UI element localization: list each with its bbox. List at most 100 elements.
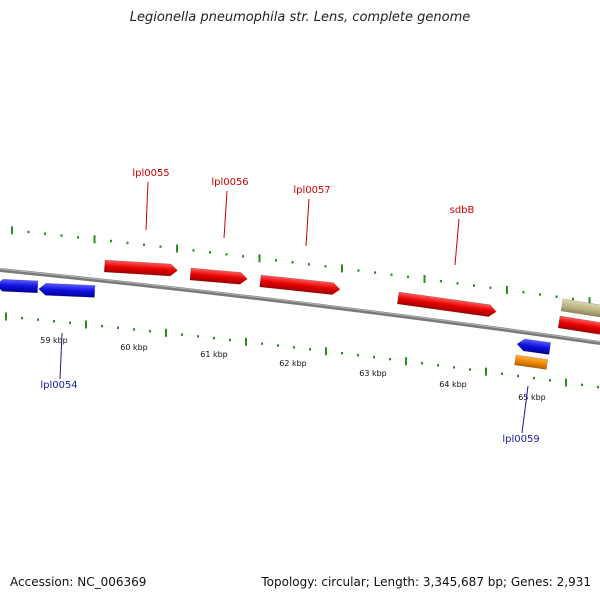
- scale-label: 64 kbp: [439, 380, 467, 389]
- scale-label: 63 kbp: [359, 369, 387, 378]
- minor-tick: [197, 335, 199, 338]
- minor-tick: [469, 368, 471, 371]
- minor-tick: [473, 284, 475, 287]
- minor-tick: [309, 348, 311, 351]
- gene-lpl0059: [516, 338, 552, 355]
- minor-tick: [277, 344, 279, 347]
- label-leader: [305, 198, 310, 247]
- minor-tick: [275, 259, 277, 262]
- genome-summary: Topology: circular; Length: 3,345,687 bp…: [261, 575, 591, 589]
- tick-marks: [5, 226, 599, 389]
- genome-backbone: [0, 268, 600, 345]
- gene-offscreen-red: [557, 315, 600, 335]
- gene-offscreen-red-shape: [557, 315, 600, 335]
- minor-tick: [373, 355, 375, 359]
- minor-tick: [533, 376, 535, 380]
- gene-label: lpl0056: [211, 177, 248, 188]
- minor-tick: [597, 385, 599, 389]
- scale-label: 60 kbp: [120, 343, 148, 352]
- gene-rna-shape: [514, 354, 549, 370]
- gene-sdbB-shape: [396, 291, 497, 317]
- minor-tick: [581, 383, 583, 387]
- gene-offscreen-other-shape: [560, 298, 600, 318]
- minor-tick: [181, 333, 183, 336]
- minor-tick: [44, 232, 46, 235]
- minor-tick: [37, 318, 39, 321]
- minor-tick: [110, 239, 112, 243]
- map-labels: 59 kbp 60 kbp 61 kbp 62 kbp 63 kbp 64 kbp 65 k…: [40, 168, 546, 445]
- minor-tick: [421, 362, 423, 365]
- minor-tick: [192, 249, 195, 252]
- minor-tick: [390, 273, 393, 276]
- gene-lpl0057-shape: [259, 274, 341, 295]
- minor-tick: [159, 245, 162, 248]
- gene-offscreen-blue: [0, 279, 39, 294]
- label-leader: [59, 332, 63, 380]
- minor-tick: [209, 251, 211, 254]
- minor-tick: [357, 353, 359, 357]
- label-leader: [223, 190, 228, 239]
- accession-label: Accession: NC_006369: [10, 575, 147, 589]
- minor-tick: [69, 321, 71, 325]
- minor-tick: [101, 324, 103, 328]
- gene-label: lpl0055: [132, 168, 169, 179]
- gene-lpl0059-shape: [516, 338, 552, 355]
- minor-tick: [53, 320, 55, 323]
- scale-label: 62 kbp: [279, 359, 307, 368]
- gene-offscreen-other: [560, 298, 600, 318]
- minor-tick: [27, 230, 30, 234]
- minor-tick: [453, 366, 455, 369]
- minor-tick: [77, 236, 79, 239]
- minor-tick: [60, 234, 63, 237]
- label-leader: [454, 218, 460, 266]
- label-leader: [145, 181, 149, 231]
- minor-tick: [522, 290, 525, 294]
- minor-tick: [341, 351, 343, 355]
- minor-tick: [242, 255, 244, 258]
- gene-sdbB: [396, 291, 497, 317]
- gene-lpl0056: [189, 267, 248, 285]
- scale-label: 61 kbp: [200, 350, 228, 359]
- gene-label: sdbB: [450, 205, 475, 216]
- gene-lpl0055: [103, 259, 178, 277]
- minor-tick: [308, 263, 310, 266]
- minor-tick: [213, 336, 215, 340]
- gene-label: lpl0059: [502, 434, 539, 445]
- minor-tick: [149, 329, 151, 333]
- gene-lpl0055-shape: [103, 259, 178, 277]
- minor-tick: [440, 279, 442, 283]
- minor-tick: [374, 271, 376, 274]
- minor-tick: [549, 379, 551, 382]
- gene-label: lpl0057: [293, 185, 330, 196]
- gene-label: lpl0054: [40, 380, 77, 391]
- genome-title: Legionella pneumophila str. Lens, comple…: [129, 10, 471, 25]
- minor-tick: [117, 326, 119, 329]
- label-leader: [521, 385, 529, 434]
- scale-label: 65 kbp: [518, 393, 546, 402]
- gene-offscreen-blue-shape: [0, 279, 39, 294]
- minor-tick: [437, 364, 439, 367]
- minor-tick: [324, 265, 327, 268]
- gene-lpl0056-shape: [189, 267, 248, 285]
- minor-tick: [225, 253, 228, 256]
- gene-lpl0054: [38, 283, 96, 298]
- minor-tick: [293, 346, 295, 349]
- minor-tick: [229, 338, 231, 342]
- minor-tick: [489, 286, 492, 289]
- minor-tick: [539, 293, 541, 296]
- minor-tick: [407, 275, 409, 279]
- scale-label: 59 kbp: [40, 336, 68, 345]
- minor-tick: [357, 269, 360, 272]
- minor-tick: [261, 342, 263, 345]
- minor-tick: [456, 282, 459, 285]
- gene-features: [0, 259, 600, 370]
- gene-lpl0057: [259, 274, 341, 295]
- genome-backbone-highlight: [0, 268, 600, 343]
- minor-tick: [517, 374, 519, 378]
- minor-tick: [389, 357, 391, 361]
- gene-lpl0054-shape: [38, 283, 96, 298]
- minor-tick: [555, 295, 558, 298]
- minor-tick: [126, 241, 129, 245]
